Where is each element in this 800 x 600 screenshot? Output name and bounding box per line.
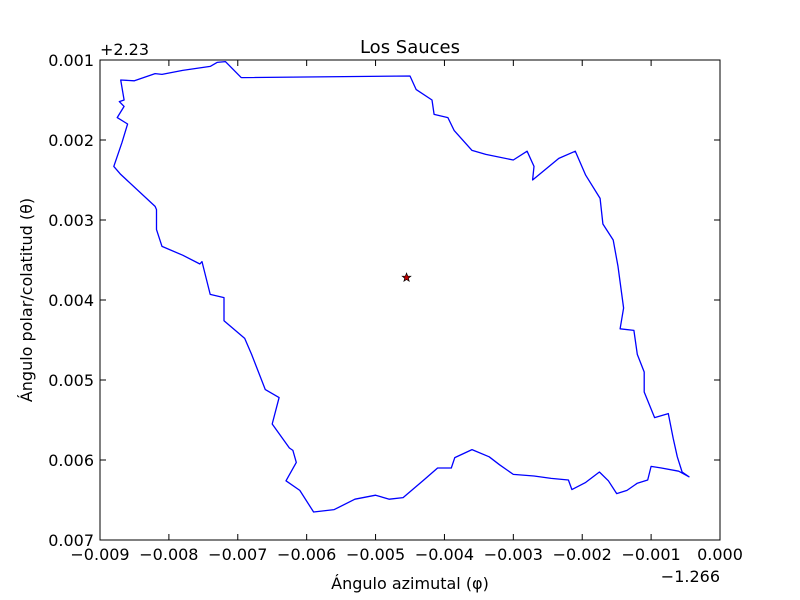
y-axis: 0.001 0.002 0.003 0.004 0.005 0.006 0.007 [48,51,720,550]
x-offset-label: −1.266 [661,567,720,586]
x-tick-label: −0.002 [553,545,612,564]
y-tick-label: 0.003 [48,211,94,230]
x-tick-label: 0.000 [697,545,743,564]
y-tick-label: 0.004 [48,291,94,310]
x-tick-label: −0.001 [622,545,681,564]
y-axis-label: Ángulo polar/colatitud (θ) [17,198,36,402]
center-star-marker [401,272,412,283]
boundary-line [113,60,690,513]
y-offset-label: +2.23 [100,40,149,59]
x-tick-label: −0.006 [277,545,336,564]
chart-title: Los Sauces [360,37,460,58]
x-tick-label: −0.005 [346,545,405,564]
x-axis-label: Ángulo azimutal (φ) [331,574,489,593]
x-tick-label: −0.004 [415,545,474,564]
y-tick-label: 0.002 [48,131,94,150]
x-tick-label: −0.008 [139,545,198,564]
x-tick-label: −0.009 [70,545,129,564]
x-axis: −0.009 −0.008 −0.007 −0.006 −0.005 −0.004 −0.0… [70,60,743,564]
y-tick-label: 0.001 [48,51,94,70]
x-tick-label: −0.007 [208,545,267,564]
y-tick-label: 0.005 [48,371,94,390]
plot-area [113,60,690,513]
y-tick-label: 0.006 [48,451,94,470]
x-tick-label: −0.003 [484,545,543,564]
y-tick-label: 0.007 [48,531,94,550]
